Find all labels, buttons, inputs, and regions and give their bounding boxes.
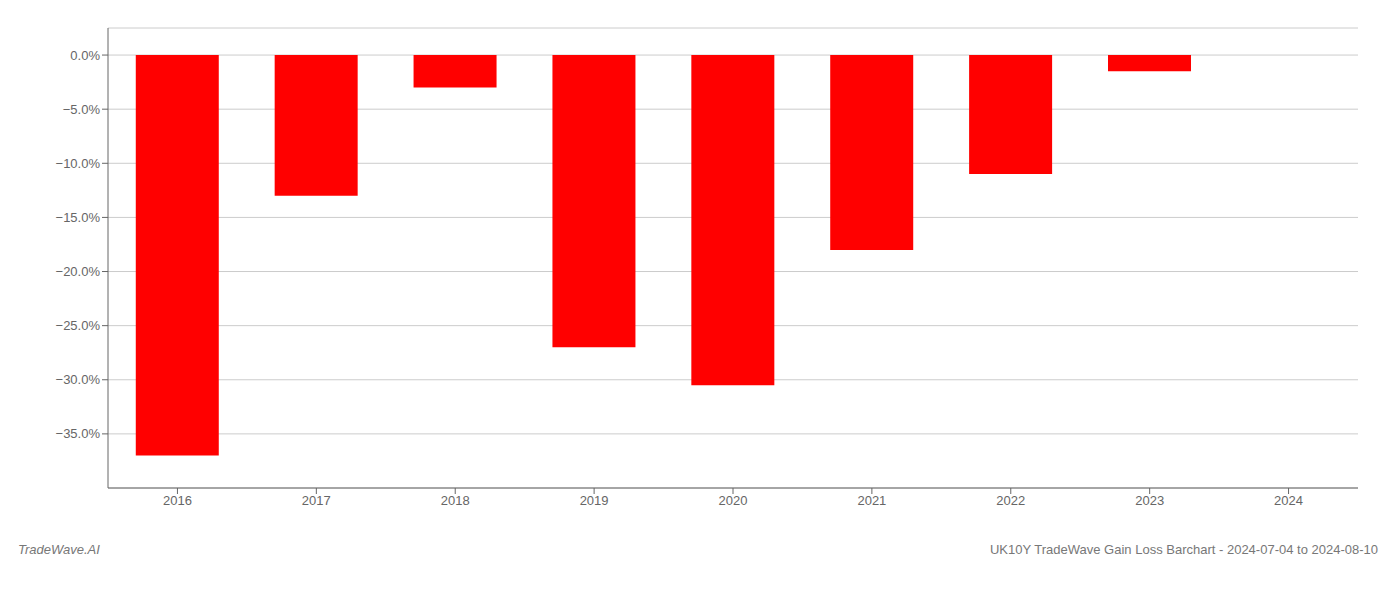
svg-text:−5.0%: −5.0% [63, 102, 101, 117]
svg-text:−10.0%: −10.0% [56, 156, 101, 171]
svg-text:2022: 2022 [996, 493, 1025, 508]
svg-text:2019: 2019 [580, 493, 609, 508]
svg-text:−20.0%: −20.0% [56, 264, 101, 279]
svg-text:2016: 2016 [163, 493, 192, 508]
svg-text:2021: 2021 [857, 493, 886, 508]
html-text:UK10Y TradeWave Gain Loss Barc: UK10Y TradeWave Gain Loss Barchart - 202… [989, 542, 1378, 557]
svg-text:−35.0%: −35.0% [56, 426, 101, 441]
svg-text:2024: 2024 [1274, 493, 1303, 508]
svg-text:−15.0%: −15.0% [56, 210, 101, 225]
svg-text:−30.0%: −30.0% [56, 372, 101, 387]
svg-text:2017: 2017 [302, 493, 331, 508]
svg-text:2018: 2018 [441, 493, 470, 508]
svg-text:0.0%: 0.0% [70, 48, 100, 63]
svg-text:2020: 2020 [719, 493, 748, 508]
html-text:TradeWave.AI: TradeWave.AI [18, 542, 100, 557]
svg-text:−25.0%: −25.0% [56, 318, 101, 333]
svg-text:2023: 2023 [1135, 493, 1164, 508]
